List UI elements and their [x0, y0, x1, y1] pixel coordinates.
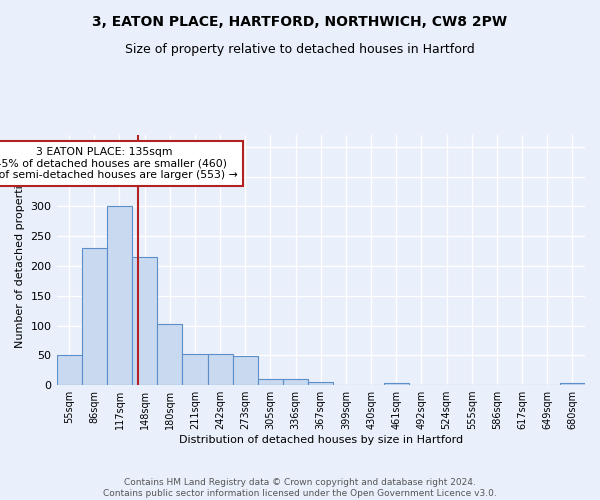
Text: 3, EATON PLACE, HARTFORD, NORTHWICH, CW8 2PW: 3, EATON PLACE, HARTFORD, NORTHWICH, CW8…: [92, 15, 508, 29]
Bar: [82, 248, 107, 385]
Bar: [157, 324, 182, 385]
Bar: [132, 257, 157, 385]
Bar: [233, 356, 258, 385]
Y-axis label: Number of detached properties: Number of detached properties: [15, 172, 25, 348]
Bar: [383, 382, 409, 385]
Bar: [283, 379, 308, 385]
Bar: [258, 379, 283, 385]
Text: Contains HM Land Registry data © Crown copyright and database right 2024.
Contai: Contains HM Land Registry data © Crown c…: [103, 478, 497, 498]
Text: Size of property relative to detached houses in Hartford: Size of property relative to detached ho…: [125, 42, 475, 56]
X-axis label: Distribution of detached houses by size in Hartford: Distribution of detached houses by size …: [179, 435, 463, 445]
Bar: [56, 356, 82, 385]
Bar: [107, 206, 132, 385]
Bar: [208, 354, 233, 385]
Bar: [560, 384, 585, 385]
Bar: [182, 354, 208, 385]
Text: 3 EATON PLACE: 135sqm
← 45% of detached houses are smaller (460)
54% of semi-det: 3 EATON PLACE: 135sqm ← 45% of detached …: [0, 147, 238, 180]
Bar: [308, 382, 334, 385]
